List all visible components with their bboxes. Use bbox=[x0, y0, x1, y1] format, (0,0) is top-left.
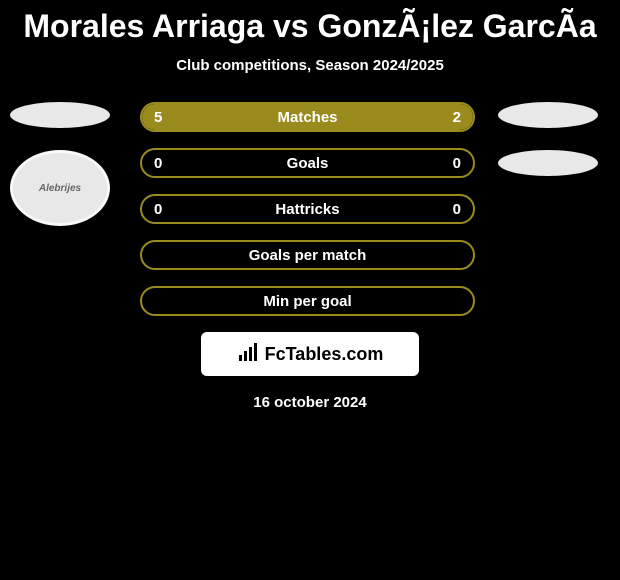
bar-value-right: 0 bbox=[453, 155, 461, 172]
bar-value-left: 0 bbox=[154, 201, 162, 218]
bar-label: Goals bbox=[287, 155, 329, 172]
stat-bar-min-per-goal: Min per goal bbox=[140, 286, 475, 316]
bar-label: Min per goal bbox=[263, 293, 351, 310]
bar-value-right: 0 bbox=[453, 201, 461, 218]
right-team-oval bbox=[498, 150, 598, 176]
bar-value-left: 5 bbox=[154, 109, 162, 126]
bar-fill-left bbox=[142, 104, 377, 130]
bar-label: Goals per match bbox=[249, 247, 367, 264]
right-team-badges bbox=[498, 102, 600, 198]
left-team-badges: Alebrijes bbox=[10, 102, 112, 226]
footer-logo-text: FcTables.com bbox=[265, 344, 384, 365]
left-player-oval bbox=[10, 102, 110, 128]
footer-logo: FcTables.com bbox=[201, 332, 419, 376]
bar-label: Hattricks bbox=[275, 201, 339, 218]
page-title: Morales Arriaga vs GonzÃ¡lez GarcÃ­a bbox=[0, 0, 620, 45]
date-text: 16 october 2024 bbox=[0, 394, 620, 411]
bar-value-left: 0 bbox=[154, 155, 162, 172]
stat-bar-goals-per-match: Goals per match bbox=[140, 240, 475, 270]
stat-bar-matches: 5 Matches 2 bbox=[140, 102, 475, 132]
bar-label: Matches bbox=[277, 109, 337, 126]
page-subtitle: Club competitions, Season 2024/2025 bbox=[0, 57, 620, 74]
chart-icon bbox=[237, 343, 259, 366]
left-team-badge: Alebrijes bbox=[10, 150, 110, 226]
stat-bar-goals: 0 Goals 0 bbox=[140, 148, 475, 178]
left-team-badge-text: Alebrijes bbox=[39, 183, 81, 194]
stat-bar-hattricks: 0 Hattricks 0 bbox=[140, 194, 475, 224]
right-player-oval bbox=[498, 102, 598, 128]
comparison-content: Alebrijes 5 Matches 2 0 Goals 0 0 Hattricks 0 Goa… bbox=[0, 102, 620, 316]
stat-bars: 5 Matches 2 0 Goals 0 0 Hattricks 0 Goals per mat… bbox=[140, 102, 475, 316]
bar-value-right: 2 bbox=[453, 109, 461, 126]
